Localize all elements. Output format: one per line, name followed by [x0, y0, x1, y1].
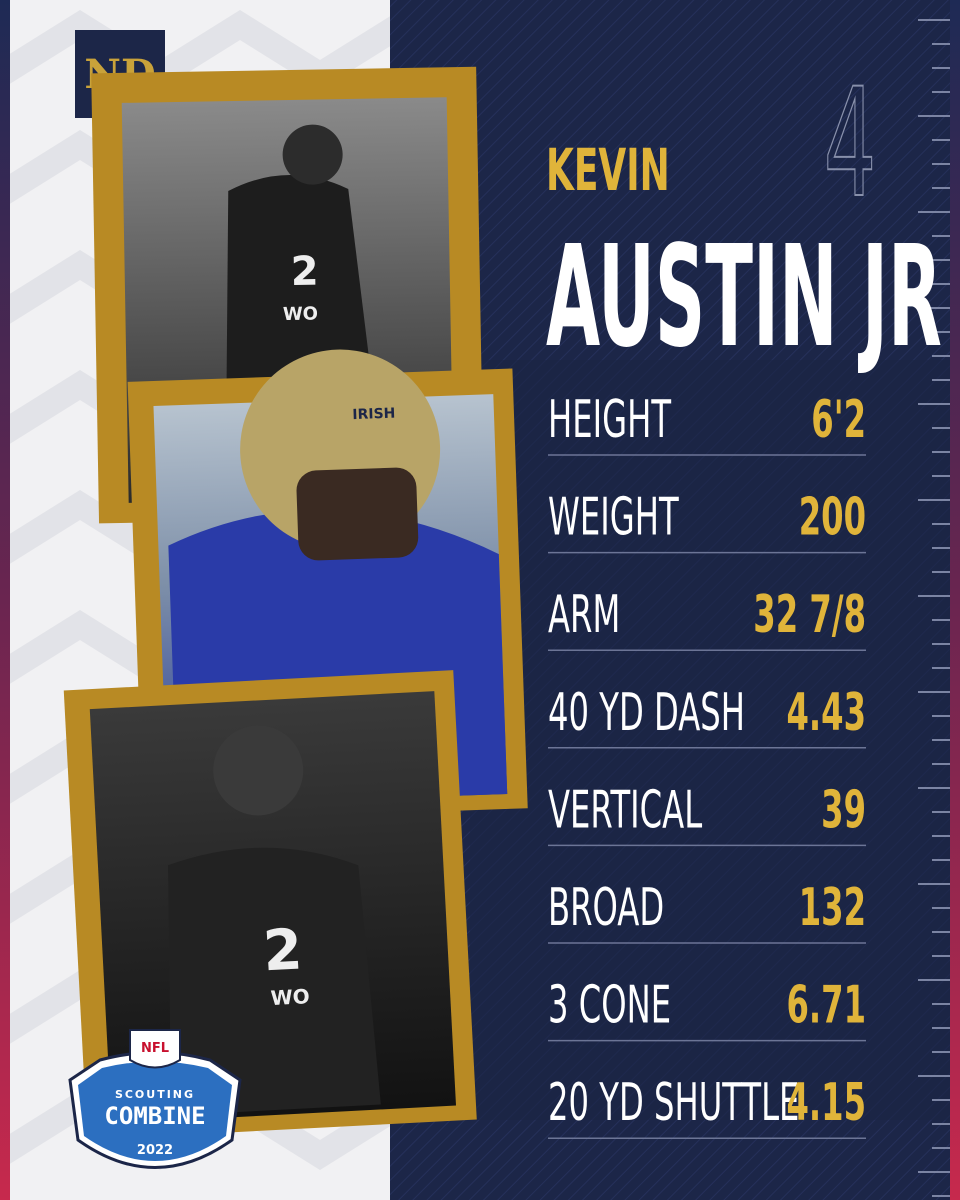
combine-badge: NFL SCOUTING COMBINE 2022 [68, 1029, 242, 1169]
last-name: AUSTIN JR [546, 216, 942, 379]
jersey-number: 2 [262, 917, 304, 984]
stat-label: WEIGHT [548, 488, 679, 548]
badge-year: 2022 [137, 1143, 173, 1158]
stat-value: 200 [799, 488, 866, 548]
jersey-number: 2 [290, 249, 319, 295]
badge-line1: SCOUTING [115, 1088, 195, 1101]
jersey-text: WO [270, 984, 310, 1010]
stat-value: 32 7/8 [753, 585, 866, 645]
badge-fill [78, 1061, 232, 1161]
stat-label: 3 CONE [548, 976, 671, 1036]
athlete [168, 847, 381, 1116]
ruler [918, 19, 950, 1197]
stat-label: HEIGHT [548, 390, 671, 450]
stat-label: VERTICAL [548, 781, 702, 841]
stats-panel [470, 360, 950, 1120]
athlete-head [282, 124, 343, 185]
stats-list: HEIGHT 6'2 WEIGHT 200 ARM 32 7/840 YD DASH 4.4… [548, 390, 866, 1139]
stat-label: 40 YD DASH [548, 683, 745, 743]
jersey-number-outline: 4 [824, 56, 876, 231]
nfl-shield [129, 1029, 181, 1069]
photo-frame: 2 WO [63, 670, 477, 1140]
badge-line2: COMBINE [104, 1102, 205, 1130]
badge-league: NFL [141, 1041, 169, 1056]
face [296, 467, 419, 561]
stat-label: ARM [548, 585, 620, 645]
athlete-head [213, 725, 304, 816]
stat-label: BROAD [548, 878, 664, 938]
stat-label: 20 YD SHUTTLE [548, 1073, 799, 1133]
athlete [226, 175, 372, 382]
helmet-text: IRISH [352, 406, 396, 423]
stat-value: 6.71 [786, 976, 866, 1036]
stat-value: 132 [799, 878, 866, 938]
first-name: KEVIN [546, 137, 670, 204]
jersey-text: WO [283, 304, 319, 326]
stat-value: 4.43 [786, 683, 866, 743]
stat-value: 39 [821, 781, 866, 841]
stat-value: 6'2 [811, 390, 866, 450]
stat-value: 4.15 [786, 1073, 866, 1133]
